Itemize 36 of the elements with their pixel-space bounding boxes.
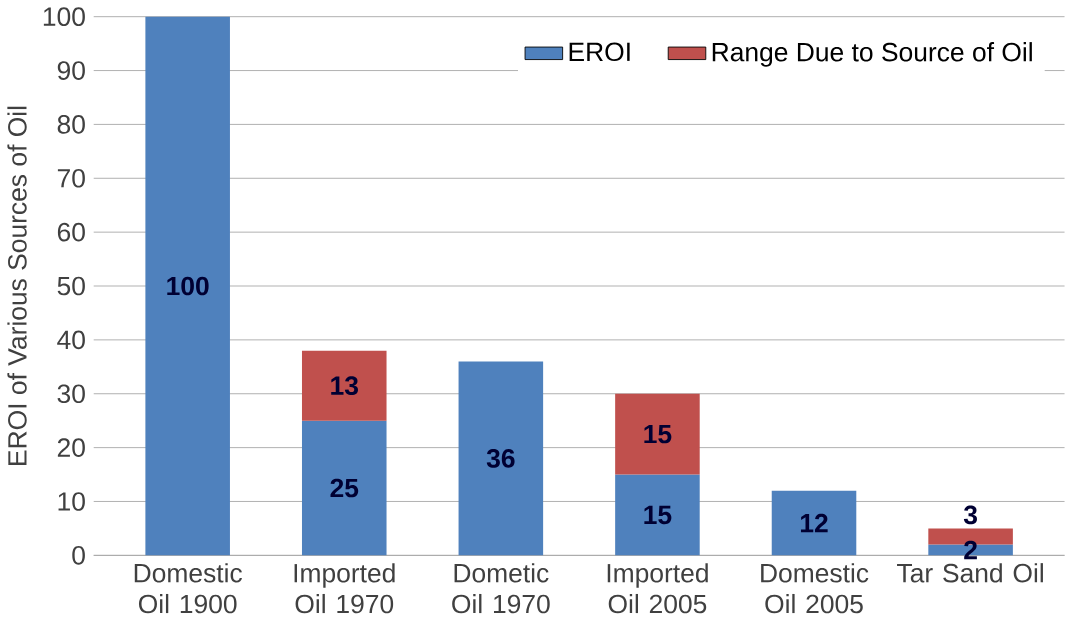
y-tick-label: 100: [43, 7, 85, 27]
bar: [615, 474, 700, 556]
data-label: 100: [167, 276, 209, 296]
bar: [771, 490, 857, 556]
bar: [458, 361, 544, 556]
data-label: 12: [800, 513, 828, 533]
y-tick-label: 30: [57, 384, 85, 404]
y-tick-label: 60: [57, 222, 85, 242]
y-tick-label: 70: [57, 169, 85, 188]
y-tick-label: 20: [57, 438, 85, 458]
x-tick-label: Domestic Oil 2005: [761, 563, 869, 614]
y-axis-title: EROI of Various Sources of Oil: [7, 106, 27, 466]
y-tick-label: 80: [57, 115, 85, 134]
x-tick-label: Imported Oil 1970: [294, 563, 395, 614]
legend-label: EROI: [569, 42, 630, 62]
bar: [301, 350, 387, 421]
bar: [145, 16, 230, 556]
data-label: 25: [330, 478, 359, 498]
legend-label: Range Due to Source of Oil: [712, 42, 1032, 67]
x-tick-label: Dometic Oil 1970: [452, 563, 550, 614]
y-tick-label: 90: [57, 61, 85, 81]
x-tick-label: Imported Oil 2005: [607, 563, 708, 614]
x-tick-label: Tar Sand Oil: [897, 563, 1043, 583]
x-tick-label: Domestic Oil 1900: [134, 563, 242, 614]
data-label: 15: [644, 425, 672, 444]
data-label: 13: [331, 376, 358, 396]
y-tick-label: 40: [57, 330, 85, 350]
bar: [301, 420, 387, 556]
data-label: 3: [963, 505, 977, 525]
data-label: 2: [964, 540, 977, 560]
data-label: 36: [486, 449, 515, 468]
bar: [615, 393, 700, 475]
y-tick-label: 10: [58, 492, 85, 511]
y-tick-label: 0: [72, 546, 85, 565]
data-label: 15: [644, 505, 672, 525]
y-tick-label: 50: [57, 276, 85, 296]
